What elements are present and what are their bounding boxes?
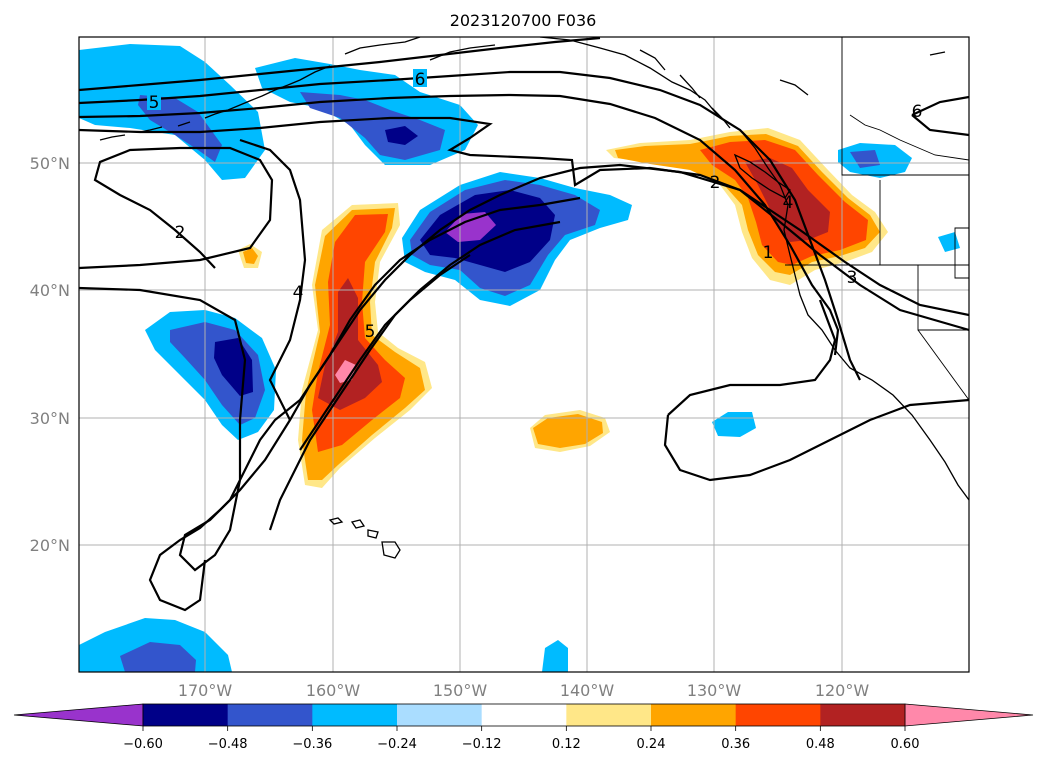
lon-label: 160°W [306, 681, 361, 700]
colorbar-tick-label: −0.48 [208, 737, 248, 752]
colorbar-tick-label: 0.36 [721, 737, 750, 752]
colorbar-tick-label: −0.60 [123, 737, 163, 752]
contour-label: 1 [763, 243, 774, 263]
colorbar-tick-label: 0.48 [806, 737, 835, 752]
colorbar-segment [566, 704, 652, 726]
colorbar-segment [397, 704, 483, 726]
coastlines [99, 37, 969, 559]
colorbar-low-extension [13, 703, 144, 727]
lon-label: 170°W [178, 681, 233, 700]
lat-label: 50°N [30, 154, 70, 173]
map-frame [78, 36, 970, 673]
contour-label: 5 [149, 93, 160, 113]
contour-labels: 5 6 2 4 5 2 1 4 3 6 [147, 69, 922, 342]
positive-anomaly-region [533, 414, 603, 448]
colorbar-tick-label: 0.12 [552, 737, 581, 752]
hawaiian-islands [328, 517, 401, 559]
aleutian-islands [99, 65, 331, 141]
colorbar-segment [227, 704, 313, 726]
lon-label: 120°W [815, 681, 870, 700]
map-title: 2023120700 F036 [450, 11, 597, 30]
lat-label: 40°N [30, 281, 70, 300]
lon-label: 140°W [560, 681, 615, 700]
contour-label: 2 [175, 223, 186, 243]
colorbar-tick-label: 0.24 [637, 737, 666, 752]
lat-label: 20°N [30, 536, 70, 555]
colorbar-tick-label: −0.36 [292, 737, 332, 752]
contour-label: 4 [293, 283, 304, 303]
contour-label: 4 [783, 193, 794, 213]
negative-anomaly-region [938, 232, 960, 252]
colorbar-segment [143, 704, 229, 726]
contour-label: 6 [912, 102, 923, 122]
map-gridlines [79, 37, 969, 672]
colorbar-segment [820, 704, 906, 726]
negative-anomaly-region [542, 640, 568, 672]
vancouver-island [733, 153, 791, 199]
colorbar-frame [142, 703, 906, 727]
map-panel: 5 6 2 4 5 2 1 4 3 6 [78, 36, 970, 673]
colorbar-segment [481, 704, 567, 726]
longitude-labels: 170°W 160°W 150°W 140°W 130°W 120°W [178, 681, 870, 700]
lon-label: 150°W [433, 681, 488, 700]
colorbar-segment [735, 704, 821, 726]
contour-label: 6 [415, 70, 426, 90]
negative-anomaly-region [300, 92, 445, 160]
colorbar-tick-label: −0.24 [377, 737, 417, 752]
colorbar-segment [651, 704, 737, 726]
negative-anomaly-region [385, 126, 418, 145]
contour-label: 2 [710, 173, 721, 193]
latitude-labels: 50°N 40°N 30°N 20°N [30, 154, 70, 555]
contour-label: 3 [847, 268, 858, 288]
height-contours [79, 37, 969, 612]
positive-anomaly-region [318, 278, 382, 410]
contour-label: 5 [365, 322, 376, 342]
negative-anomaly-region [445, 212, 496, 242]
colorbar-high-extension [904, 703, 1034, 727]
colorbar: −0.60 −0.48 −0.36 −0.24 −0.12 0.12 0.24 0.36 0.4… [13, 703, 1034, 752]
colorbar-segment [312, 704, 398, 726]
negative-anomaly-region [120, 642, 196, 672]
positive-anomaly-region [745, 158, 830, 242]
negative-anomaly-region [138, 95, 222, 162]
provincial-borders [849, 114, 969, 161]
positive-anomaly-region [243, 248, 258, 264]
colorbar-tick-label: −0.12 [462, 737, 502, 752]
lon-label: 130°W [687, 681, 742, 700]
lat-label: 30°N [30, 409, 70, 428]
colorbar-tick-label: 0.60 [891, 737, 920, 752]
state-borders [785, 37, 969, 401]
